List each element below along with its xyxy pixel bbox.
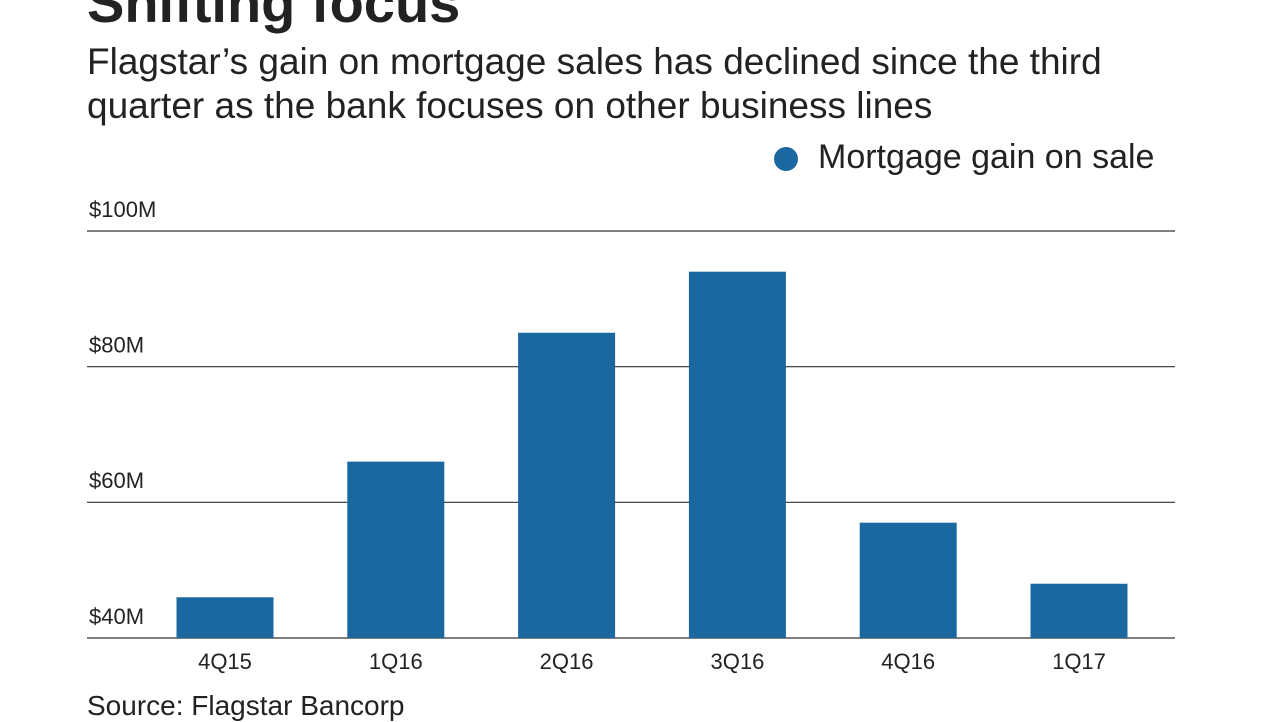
bar <box>688 271 786 638</box>
x-tick-label: 2Q16 <box>540 649 594 674</box>
y-tick-label: $100M <box>89 197 156 222</box>
bar <box>859 522 957 638</box>
bar <box>347 461 445 638</box>
y-tick-label: $60M <box>89 468 144 493</box>
y-tick-label: $40M <box>89 604 144 629</box>
chart-subtitle: Flagstar’s gain on mortgage sales has de… <box>87 41 1102 126</box>
source-note: Source: Flagstar Bancorp <box>87 690 405 721</box>
chart-title: Shifting focus <box>87 0 461 34</box>
x-tick-label: 3Q16 <box>710 649 764 674</box>
bar <box>518 332 616 638</box>
x-tick-label: 4Q16 <box>881 649 935 674</box>
x-tick-label: 1Q17 <box>1052 649 1106 674</box>
y-tick-label: $80M <box>89 332 144 357</box>
x-tick-label: 1Q16 <box>369 649 423 674</box>
x-tick-label: 4Q15 <box>198 649 252 674</box>
legend-label: Mortgage gain on sale <box>818 138 1154 176</box>
bar <box>1030 583 1128 638</box>
legend-marker <box>774 147 798 171</box>
bar <box>176 597 274 638</box>
